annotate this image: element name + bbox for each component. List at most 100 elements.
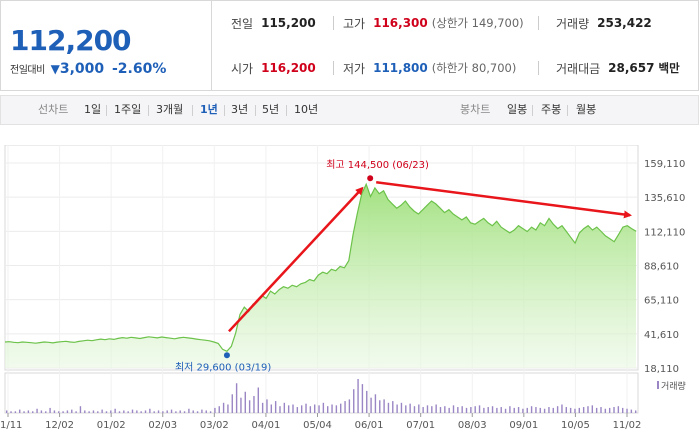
period-3m[interactable]: 3개월	[156, 103, 184, 116]
volume-bar	[357, 379, 359, 413]
divider	[538, 61, 539, 75]
change-amount: 3,000	[59, 61, 105, 77]
volume-bar	[235, 383, 238, 413]
candle-daily[interactable]: 일봉	[507, 103, 528, 116]
downtrend-arrow	[376, 181, 632, 219]
volume-bar	[552, 407, 554, 413]
volume-bar	[322, 402, 325, 413]
volume-bar	[587, 406, 589, 413]
volume-bar	[500, 407, 502, 413]
x-tick-label: 03/02	[200, 420, 229, 431]
volume-bar	[487, 407, 489, 413]
x-tick-label: 11/02	[613, 420, 642, 431]
volume-bar	[123, 410, 125, 413]
volume-bar	[205, 410, 207, 413]
divider	[148, 105, 149, 116]
period-3y[interactable]: 3년	[231, 103, 249, 116]
open-price: 시가 116,200	[231, 46, 316, 90]
uptrend-arrow	[228, 186, 364, 333]
volume-bar	[335, 405, 338, 413]
x-tick-label: 10/05	[561, 420, 590, 431]
volume-bar	[153, 411, 155, 413]
volume-bar	[175, 411, 177, 413]
trade-value-amount: 28,657	[608, 61, 655, 75]
volume-bar	[517, 407, 520, 413]
volume-bar	[361, 384, 364, 413]
volume-bar	[452, 405, 455, 413]
annotations: 최고 144,500 (06/23) 최저 29,600 (03/19)	[175, 159, 632, 373]
volume-bar	[131, 409, 134, 413]
high-price: 고가 116,300 (상한가 149,700)	[343, 1, 524, 45]
x-tick-label: 05/04	[303, 420, 332, 431]
volume-bar	[457, 407, 459, 413]
volume-bar	[353, 389, 355, 413]
volume-bar	[535, 407, 537, 413]
volume-bar	[604, 408, 607, 413]
volume-bar	[244, 391, 246, 413]
divider	[192, 105, 193, 116]
volume-bar	[379, 400, 381, 413]
low-price: 저가 111,800 (하한가 80,700)	[343, 46, 516, 90]
period-toolbar: 선차트 1일 1주일 3개월 1년 3년 5년 10년 봉차트 일봉 주봉 월봉	[0, 95, 699, 125]
divider	[532, 105, 533, 116]
low-value: 111,800	[373, 61, 428, 75]
volume-bar	[548, 407, 550, 413]
volume-label: 거래량	[556, 16, 590, 31]
change-percent: -2.60%	[112, 61, 167, 77]
candle-monthly[interactable]: 월봉	[576, 103, 597, 116]
volume-bar	[49, 407, 51, 413]
volume-bar	[88, 411, 90, 413]
high-value: 116,300	[373, 16, 428, 30]
candle-weekly[interactable]: 주봉	[541, 103, 562, 116]
period-1w[interactable]: 1주일	[114, 103, 142, 116]
volume-bar	[188, 408, 190, 413]
y-tick-label: 65,110	[644, 296, 679, 307]
lower-limit: (하한가 80,700)	[431, 61, 517, 75]
price-chart: 159,110 135,610 112,110 88,610 65,110 41,610 1…	[0, 145, 686, 431]
period-5y[interactable]: 5년	[262, 103, 280, 116]
volume-bar	[279, 406, 281, 413]
x-tick-label: 12/02	[45, 420, 74, 431]
volume-bar	[496, 407, 498, 413]
volume-bar	[626, 408, 628, 413]
volume-bar	[136, 410, 138, 413]
volume-bar	[474, 406, 476, 413]
volume-bar	[19, 409, 21, 413]
period-1d[interactable]: 1일	[84, 103, 102, 116]
trade-value: 거래대금 28,657 백만	[556, 46, 680, 90]
volume-bar	[574, 408, 576, 413]
volume-bar	[231, 394, 233, 413]
period-10y[interactable]: 10년	[294, 103, 319, 116]
volume-bar	[10, 411, 12, 413]
volume-bar	[166, 410, 168, 413]
volume-bar	[179, 410, 181, 413]
volume-bar	[344, 401, 346, 413]
volume-bar	[32, 411, 34, 413]
volume-bar	[578, 407, 581, 413]
y-tick-label: 112,110	[644, 227, 685, 238]
volume-bar	[36, 408, 38, 413]
volume-bar	[313, 404, 316, 413]
period-1y[interactable]: 1년	[200, 103, 218, 116]
volume-bar	[621, 407, 624, 413]
volume-bar	[27, 410, 30, 413]
x-tick-label: 06/01	[355, 420, 384, 431]
volume-bar	[431, 406, 433, 413]
volume-bar	[413, 406, 416, 413]
volume-bar	[491, 406, 494, 413]
volume-bar	[387, 402, 390, 413]
trade-value-unit: 백만	[658, 61, 680, 75]
volume-bar	[105, 411, 108, 413]
volume-bar	[327, 406, 329, 413]
volume-bar	[266, 399, 268, 413]
volume-bar	[522, 408, 524, 413]
volume-bar	[296, 407, 299, 413]
volume-bar	[140, 411, 142, 413]
volume-bar	[283, 402, 286, 413]
volume-bar	[444, 406, 446, 413]
volume-bar	[513, 407, 515, 413]
volume-bar	[405, 405, 407, 413]
low-annotation: 최저 29,600 (03/19)	[175, 361, 271, 373]
volume-legend: 거래량	[661, 380, 686, 392]
volume-bar	[23, 411, 25, 413]
